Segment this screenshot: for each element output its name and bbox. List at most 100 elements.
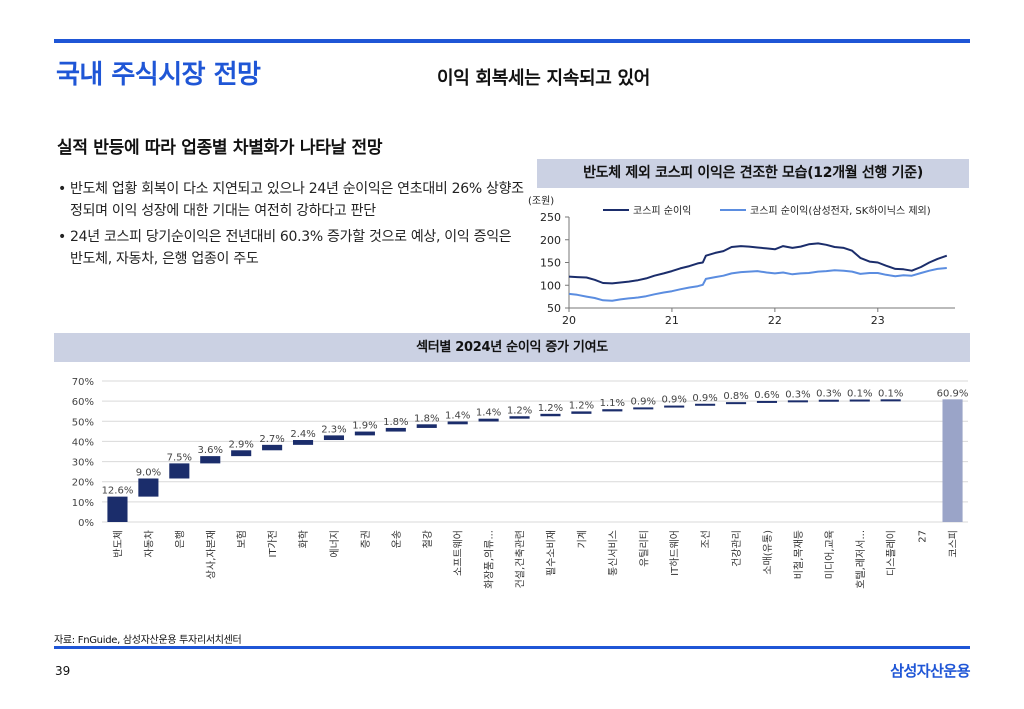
bar	[756, 400, 778, 403]
y-tick-label: 200	[540, 234, 561, 247]
line-chart-title: 반도체 제외 코스피 이익은 견조한 모습(12개월 선행 기준)	[537, 159, 969, 188]
x-tick-label: 증권	[360, 530, 372, 548]
x-tick-label: 호텔,레저서...	[855, 530, 867, 589]
x-tick-label: 미디어,교육	[824, 530, 836, 579]
data-label: 0.3%	[816, 389, 841, 400]
bar-chart-title: 섹터별 2024년 순이익 증가 기여도	[54, 333, 970, 362]
waterfall-bar-chart: 0% 10% 20% 30% 40% 50% 60% 70% 12.6% 반도체 9.0% 자동차 7.…	[72, 377, 969, 589]
y-tick-label: 40%	[72, 437, 94, 448]
bar	[478, 418, 499, 422]
y-tick-label: 60%	[72, 397, 94, 408]
data-label: 1.2%	[569, 400, 594, 411]
x-tick-label: 디스플레이	[886, 530, 898, 576]
data-label: 2.3%	[321, 424, 346, 435]
x-tick-label: 반도체	[112, 530, 124, 558]
bar	[695, 403, 716, 406]
data-label: 7.5%	[167, 452, 192, 463]
bar	[880, 399, 901, 402]
bar	[447, 421, 468, 425]
brand-logo: 삼성자산운용	[890, 662, 970, 680]
x-tick-label: 기계	[576, 530, 588, 548]
data-label: 1.2%	[538, 403, 563, 414]
data-label: 0.3%	[785, 389, 810, 400]
data-label: 0.8%	[723, 391, 748, 402]
x-tick-label: 소매(유통)	[762, 530, 774, 575]
x-tick-label: 코스피	[948, 530, 960, 558]
data-label: 0.1%	[878, 388, 903, 399]
x-tick-label: 조선	[700, 530, 712, 548]
series-line-kospi	[568, 242, 948, 285]
bar	[509, 416, 530, 419]
data-label: 0.9%	[661, 395, 686, 406]
bar	[354, 431, 375, 436]
y-tick-label: 250	[540, 211, 561, 224]
data-label: 1.8%	[414, 413, 439, 424]
bar	[169, 463, 190, 479]
x-tick-label: 은행	[174, 530, 186, 548]
series-line-kospi-ex-semis	[568, 267, 947, 302]
bar	[818, 399, 839, 402]
x-tick-label: 건강관리	[731, 530, 743, 567]
y-tick-label: 150	[540, 257, 561, 270]
bar	[200, 456, 221, 464]
bottom-rule	[54, 646, 970, 649]
x-tick-label: 20	[562, 314, 576, 327]
x-tick-label: 유틸리티	[637, 530, 650, 567]
data-label: 12.6%	[102, 486, 134, 497]
line-chart: (조원) 50 100 150 200 250 20 21 22 23 코스피 순이익 코스피 순이익…	[528, 195, 955, 327]
x-tick-label: 자동차	[143, 530, 155, 558]
x-tick-label: 상사,자본재	[205, 530, 217, 579]
data-label: 2.9%	[228, 439, 253, 450]
y-tick-label: 30%	[72, 458, 94, 469]
x-tick-label: 화장품,의류...	[484, 530, 496, 589]
x-tick-label: 화학	[298, 530, 310, 548]
legend-label: 코스피 순이익	[633, 205, 691, 217]
bar	[633, 407, 654, 410]
data-label: 9.0%	[136, 467, 161, 478]
x-tick-label: 통신서비스	[607, 530, 619, 576]
x-tick-label: 철강	[422, 530, 434, 548]
bar	[107, 496, 128, 522]
data-label: 0.9%	[631, 396, 656, 407]
bar	[323, 435, 345, 441]
bar	[571, 411, 592, 414]
bar	[725, 402, 747, 405]
x-tick-label: 21	[665, 314, 679, 327]
bar	[540, 413, 561, 417]
data-label: 1.4%	[445, 410, 470, 421]
x-tick-label: IT하드웨어	[668, 530, 681, 576]
y-tick-label: 10%	[72, 498, 94, 509]
bar	[385, 427, 406, 432]
bar	[138, 478, 159, 497]
legend-label: 코스피 순이익(삼성전자, SK하이닉스 제외)	[750, 204, 931, 217]
bar	[602, 409, 623, 412]
data-label: 1.9%	[352, 421, 377, 432]
bullet-item: 반도체 업황 회복이 다소 지연되고 있으나 24년 순이익은 연초대비 26%…	[58, 178, 528, 222]
data-label: 2.4%	[290, 429, 315, 440]
data-label: 1.8%	[383, 417, 408, 428]
data-label: 1.1%	[600, 398, 625, 409]
x-tick-label: 22	[768, 314, 782, 327]
y-tick-label: 50	[547, 302, 561, 315]
data-label: 60.9%	[937, 388, 969, 399]
y-tick-label: 0%	[78, 518, 94, 529]
y-tick-label: 70%	[72, 377, 94, 388]
data-label: 1.2%	[507, 405, 532, 416]
bullet-item: 24년 코스피 당기순이익은 전년대비 60.3% 증가할 것으로 예상, 이익…	[58, 226, 528, 270]
bar	[292, 440, 314, 445]
y-axis-unit: (조원)	[528, 195, 554, 207]
y-tick-label: 100	[540, 279, 561, 292]
page-title: 국내 주식시장 전망	[56, 60, 261, 90]
x-tick-label: 27	[918, 530, 929, 543]
x-tick-label: 필수소비재	[545, 530, 557, 576]
data-label: 0.1%	[847, 389, 872, 400]
data-label: 0.6%	[754, 390, 779, 401]
bar	[942, 399, 963, 522]
data-label: 2.7%	[259, 434, 284, 445]
bar	[262, 444, 283, 451]
page-subtitle: 이익 회복세는 지속되고 있어	[437, 68, 651, 89]
section-heading: 실적 반등에 따라 업종별 차별화가 나타날 전망	[57, 138, 383, 158]
bar	[231, 450, 252, 457]
x-tick-label: 운송	[391, 530, 403, 548]
bar	[416, 424, 437, 428]
